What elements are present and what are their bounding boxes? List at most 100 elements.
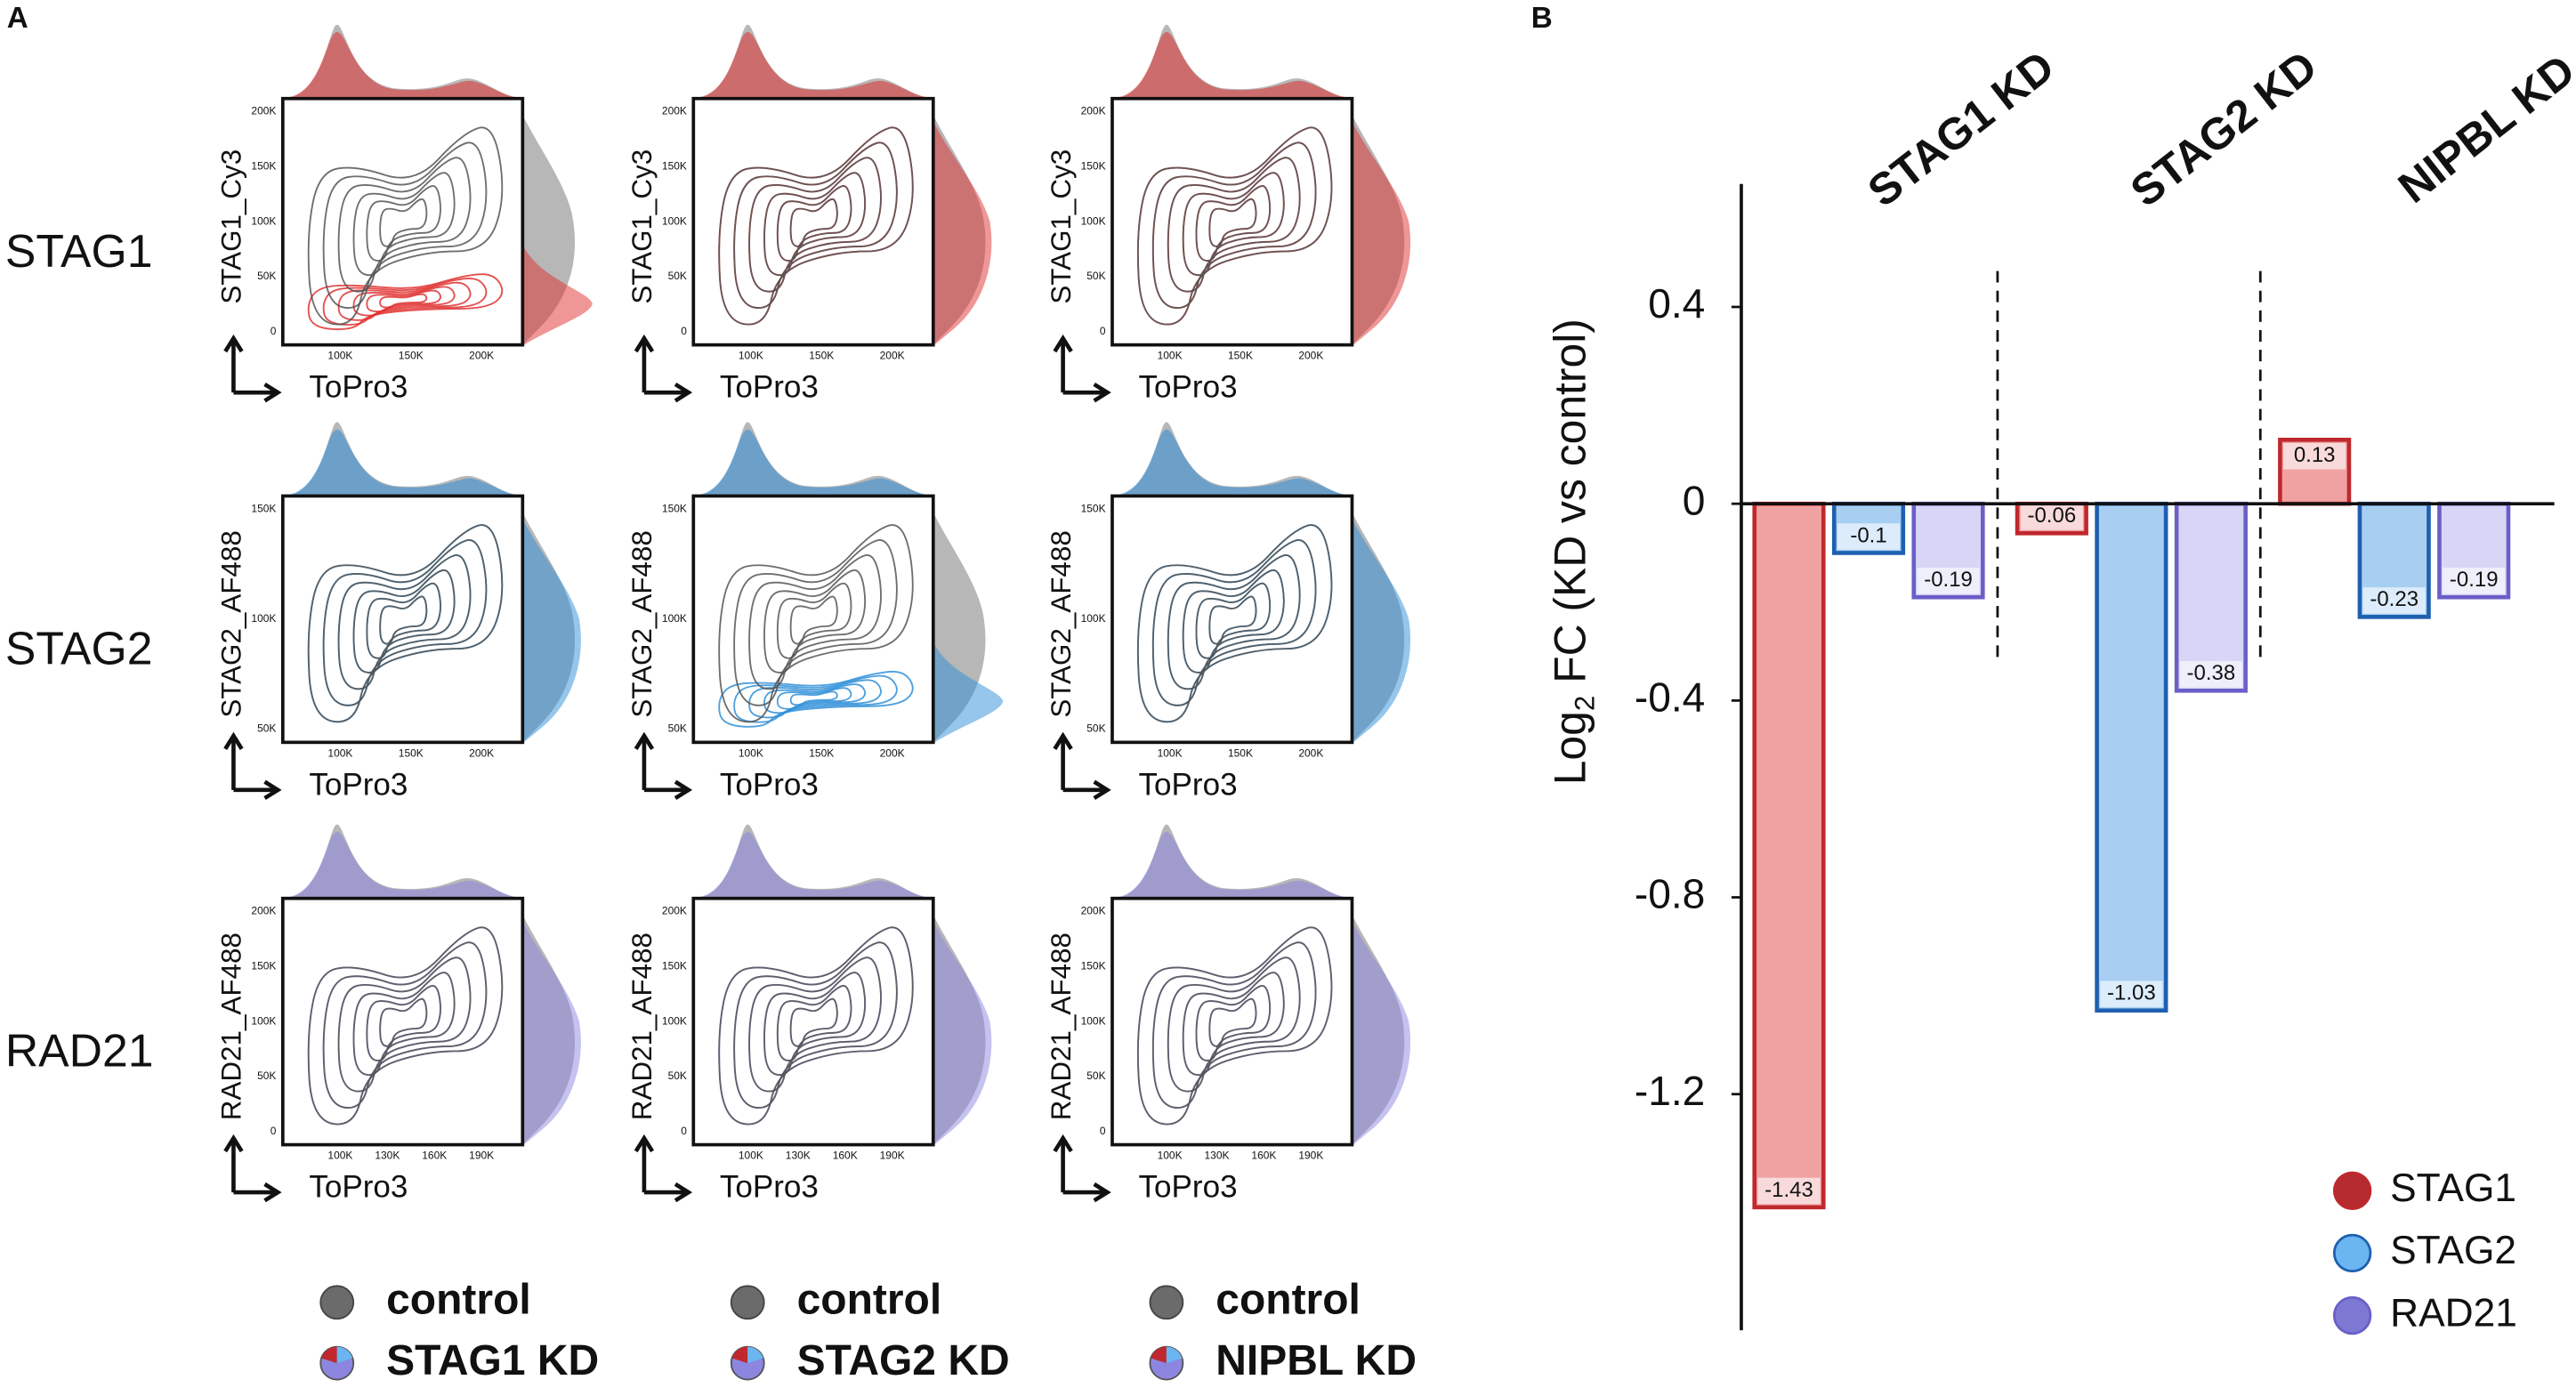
x-axis-label: ToPro3 xyxy=(1139,1170,1238,1205)
y-axis-label-part: 2 xyxy=(1570,696,1601,711)
x-axis-label: ToPro3 xyxy=(720,767,819,802)
legend-marker xyxy=(321,1346,337,1364)
contour xyxy=(733,141,898,310)
bar xyxy=(2095,501,2168,1013)
histogram-right xyxy=(1351,922,1411,1147)
y-axis-label: Log2 FC (KD vs control) xyxy=(1546,319,1601,785)
legend-label: control xyxy=(797,1276,942,1323)
contour xyxy=(763,569,867,674)
histogram-top xyxy=(1111,429,1353,497)
y-tick-label: 50K xyxy=(668,722,687,735)
contour xyxy=(1167,956,1301,1093)
legend-marker xyxy=(2332,1233,2372,1273)
contour xyxy=(352,569,456,674)
y-tick-label: 50K xyxy=(668,270,687,282)
contour xyxy=(748,956,882,1093)
x-tick-label: 130K xyxy=(1205,1150,1230,1162)
contour xyxy=(1195,582,1272,659)
contour xyxy=(366,582,441,659)
axis-arrow xyxy=(223,731,282,801)
contour xyxy=(733,539,898,706)
contour xyxy=(379,997,428,1047)
x-tick-label: 190K xyxy=(469,1150,494,1162)
x-tick-label: 150K xyxy=(1228,746,1253,759)
x-tick-label: 100K xyxy=(1158,746,1183,759)
contour xyxy=(1136,524,1333,723)
contour xyxy=(789,595,838,645)
x-tick-label: 160K xyxy=(1251,1150,1276,1162)
x-tick-label: 150K xyxy=(809,350,834,362)
contour xyxy=(366,984,441,1061)
y-tick-label: -1.2 xyxy=(1635,1068,1705,1114)
value-label-bg xyxy=(2283,442,2346,470)
legend-marker xyxy=(2332,1171,2372,1210)
contour xyxy=(322,539,488,706)
contour xyxy=(1208,997,1257,1047)
y-tick-label: -0.8 xyxy=(1635,871,1705,917)
y-tick-label: 50K xyxy=(257,722,276,735)
y-tick-label: 50K xyxy=(1086,270,1105,282)
contour xyxy=(1182,172,1285,277)
value-label-bg xyxy=(2443,568,2506,594)
contour xyxy=(1136,926,1333,1126)
x-tick-label: 100K xyxy=(739,746,763,759)
plot-frame xyxy=(1110,494,1354,745)
flow-plot: 0 50K 100K 150K 200K 100K 150K 200K STAG1_Cy3 ToP… xyxy=(216,24,593,405)
contour xyxy=(1195,185,1272,262)
contour xyxy=(789,198,838,247)
contour xyxy=(379,198,428,247)
y-tick-label: 0 xyxy=(1683,477,1706,523)
value-label: -0.19 xyxy=(2450,568,2499,592)
axis-arrow xyxy=(1053,334,1111,403)
y-axis-label: STAG2_AF488 xyxy=(216,530,247,717)
contour xyxy=(776,687,852,710)
axis-arrow xyxy=(634,1134,693,1203)
legend-label: STAG2 KD xyxy=(797,1337,1010,1384)
row-label: STAG2 xyxy=(5,622,153,674)
contour xyxy=(1151,941,1317,1109)
x-tick-label: 150K xyxy=(1228,350,1253,362)
contour xyxy=(1167,157,1301,293)
contour xyxy=(1208,595,1257,645)
contour xyxy=(718,926,914,1126)
y-tick-label: 0.4 xyxy=(1648,280,1705,327)
x-tick-label: 130K xyxy=(375,1150,400,1162)
y-axis-label: STAG1_Cy3 xyxy=(216,149,247,304)
axis-arrow xyxy=(634,334,693,403)
contour xyxy=(352,172,456,277)
y-tick-label: 100K xyxy=(251,612,276,625)
y-tick-label: 50K xyxy=(1086,1069,1105,1082)
histogram-right xyxy=(521,520,581,745)
contour xyxy=(1151,539,1317,706)
x-tick-label: 200K xyxy=(880,746,905,759)
flow-plot: 0 50K 100K 150K 200K 100K 130K 160K 190K RAD21_AF… xyxy=(1046,824,1411,1205)
contour xyxy=(337,157,472,293)
x-tick-label: 100K xyxy=(327,350,352,362)
contour xyxy=(776,185,852,262)
contour xyxy=(718,126,914,326)
plot-frame xyxy=(1110,896,1354,1147)
y-axis-label-part: FC (KD vs control) xyxy=(1546,319,1595,696)
value-label: -0.06 xyxy=(2027,504,2076,528)
y-tick-label: 0 xyxy=(1100,325,1106,337)
x-tick-label: 160K xyxy=(833,1150,858,1162)
contour xyxy=(748,553,882,690)
legend-marker xyxy=(319,1285,355,1320)
x-axis-label: ToPro3 xyxy=(309,1170,408,1205)
y-tick-label: 100K xyxy=(662,612,687,625)
y-axis-label: STAG2_AF488 xyxy=(1046,530,1077,717)
row-label: STAG1 xyxy=(5,225,153,277)
flow-plot: 0 50K 100K 150K 200K 100K 150K 200K STAG1_Cy3 ToP… xyxy=(626,24,992,405)
histogram-top xyxy=(693,429,933,497)
bar xyxy=(2174,501,2248,693)
legend-label: NIPBL KD xyxy=(1215,1337,1417,1384)
axis-arrow xyxy=(223,1134,282,1203)
y-tick-label: 150K xyxy=(1081,502,1106,514)
histogram-top xyxy=(1111,31,1353,100)
x-tick-label: 200K xyxy=(1298,746,1323,759)
x-axis-label: ToPro3 xyxy=(720,1170,819,1205)
contour xyxy=(1151,141,1317,310)
y-tick-label: 0 xyxy=(271,325,277,337)
histogram-top xyxy=(1111,831,1353,900)
